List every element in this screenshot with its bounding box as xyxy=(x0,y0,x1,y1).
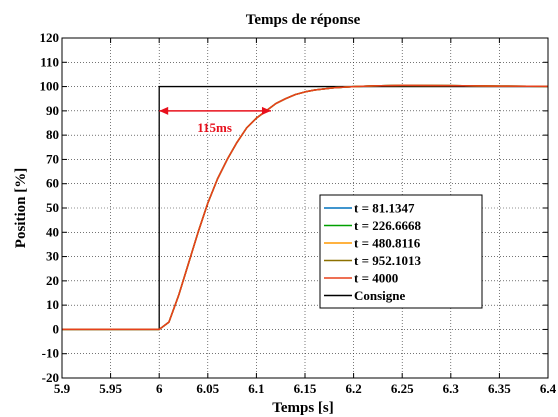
annotations: 115ms xyxy=(159,106,271,135)
annotation-arrowhead-right xyxy=(261,106,271,115)
y-tick-label: -20 xyxy=(42,370,59,385)
y-tick-label: 120 xyxy=(40,30,60,45)
y-tick-label: 100 xyxy=(40,79,60,94)
grid-lines xyxy=(62,38,548,378)
y-axis-label: Position [%] xyxy=(13,168,29,248)
y-tick-label: 60 xyxy=(46,176,59,191)
annotation-arrowhead-left xyxy=(159,106,169,115)
x-tick-label: 6.05 xyxy=(196,381,219,396)
annotation-label: 115ms xyxy=(197,120,232,135)
y-tick-label: 0 xyxy=(53,321,60,336)
y-tick-label: 10 xyxy=(46,297,59,312)
x-tick-label: 5.95 xyxy=(99,381,122,396)
x-tick-label: 6.1 xyxy=(248,381,264,396)
y-tick-label: 70 xyxy=(46,151,59,166)
y-tick-label: 50 xyxy=(46,200,59,215)
x-tick-label: 6.3 xyxy=(443,381,460,396)
plot-frame xyxy=(61,37,549,379)
x-tick-label: 6 xyxy=(156,381,163,396)
y-tick-label: 30 xyxy=(46,249,59,264)
y-tick-label: 110 xyxy=(40,54,59,69)
legend-entry: t = 226.6668 xyxy=(354,218,421,233)
legend-entry: t = 952.1013 xyxy=(354,253,421,268)
y-tick-label: 40 xyxy=(46,224,59,239)
x-tick-label: 6.2 xyxy=(345,381,361,396)
legend-box xyxy=(319,194,483,309)
legend-entry: Consigne xyxy=(354,288,406,303)
legend-entry: t = 81.1347 xyxy=(354,201,415,216)
x-tick-label: 6.4 xyxy=(540,381,557,396)
x-tick-label: 6.35 xyxy=(488,381,511,396)
y-tick-label: 80 xyxy=(46,127,59,142)
x-axis-label: Temps [s] xyxy=(272,400,334,416)
x-tick-label: 5.9 xyxy=(54,381,71,396)
y-tick-label: 90 xyxy=(46,103,59,118)
x-tick-label: 6.15 xyxy=(294,381,317,396)
x-tick-label: 6.25 xyxy=(391,381,414,396)
x-tick-labels: 5.9 5.95 6 6.05 6.1 6.15 6.2 6.25 6.3 6.35 6.4 xyxy=(54,381,557,396)
y-tick-label: 20 xyxy=(46,273,59,288)
y-tick-labels: -20 -10 0 10 20 30 40 50 60 70 80 90 100 110 120 xyxy=(40,30,60,385)
y-tick-label: -10 xyxy=(42,346,59,361)
legend-entry: t = 480.8116 xyxy=(354,236,421,251)
legend-entry: t = 4000 xyxy=(354,271,398,286)
chart-title: Temps de réponse xyxy=(246,12,361,28)
legend: t = 81.1347 t = 226.6668 t = 480.8116 t = 9… xyxy=(319,194,483,309)
